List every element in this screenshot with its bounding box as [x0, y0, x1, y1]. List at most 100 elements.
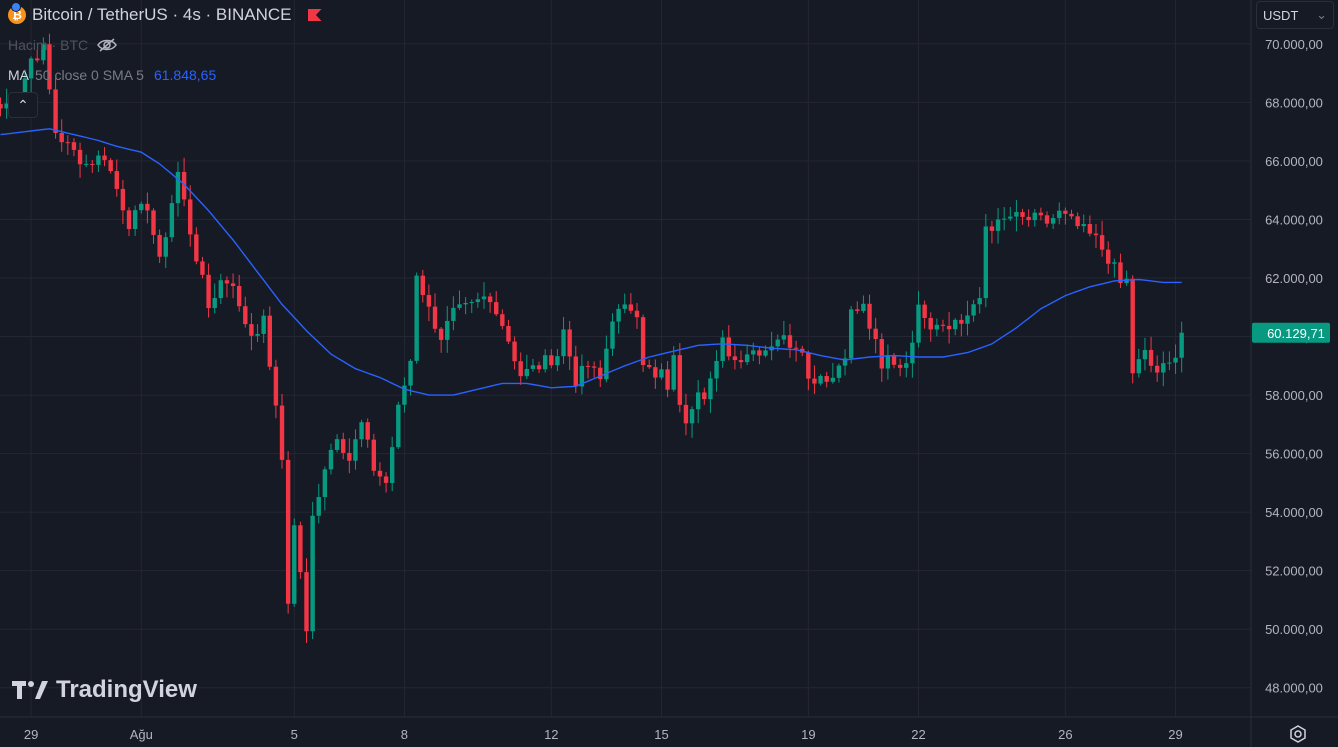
candle-body — [830, 377, 836, 382]
candle — [328, 443, 334, 475]
candle — [977, 287, 982, 314]
candle — [341, 432, 346, 460]
flag-icon[interactable] — [307, 9, 322, 21]
gear-icon — [1290, 725, 1306, 743]
price-tick-label: 48.000,00 — [1265, 681, 1323, 696]
candle — [438, 326, 444, 353]
candle-body — [1069, 213, 1074, 217]
candle — [310, 501, 315, 639]
candle-body — [689, 409, 695, 424]
candle-body — [347, 452, 352, 461]
candle — [353, 429, 358, 470]
candle-body — [181, 171, 187, 200]
ma-row[interactable]: MA 50 close 0 SMA 5 61.848,65 — [8, 66, 322, 84]
price-axis[interactable]: 48.000,00 50.000,00 52.000,00 54.000,00 56.0… — [1265, 37, 1323, 696]
candle — [561, 316, 566, 364]
candle — [934, 318, 940, 337]
candle-body — [494, 302, 499, 315]
candle-body — [120, 188, 126, 211]
time-tick-label: 8 — [401, 727, 408, 742]
candle-body — [414, 275, 419, 361]
candle — [212, 283, 217, 314]
candle — [647, 359, 652, 369]
candle-body — [451, 307, 456, 321]
candle — [855, 301, 860, 314]
candle-body — [371, 439, 377, 471]
candle — [579, 354, 585, 395]
candle — [494, 291, 499, 317]
candle — [1038, 207, 1044, 221]
candle — [53, 77, 58, 139]
candle-body — [59, 132, 64, 143]
candle-body — [1167, 362, 1172, 364]
candle — [108, 157, 113, 174]
candle-body — [738, 360, 744, 363]
candle-body — [677, 355, 683, 405]
candle — [836, 363, 842, 383]
candle-body — [53, 89, 58, 133]
candle-body — [879, 339, 884, 369]
candle-body — [585, 365, 591, 367]
candle — [726, 325, 731, 361]
candle-body — [671, 355, 676, 390]
candle — [396, 401, 401, 449]
candle — [610, 313, 615, 356]
time-axis[interactable]: 29 Ağu 5 8 12 15 19 22 26 29 — [24, 727, 1183, 742]
candle-body — [628, 304, 634, 311]
candle — [1020, 208, 1025, 225]
candle-body — [71, 142, 77, 150]
candle — [102, 147, 107, 167]
candle-body — [298, 525, 303, 573]
candle-body — [1099, 235, 1105, 250]
candle — [812, 365, 817, 394]
candle-body — [212, 298, 217, 309]
candle-body — [891, 355, 897, 365]
candle-body — [114, 171, 119, 189]
candle — [573, 345, 578, 393]
candle — [420, 269, 425, 303]
candle — [995, 207, 1001, 244]
chart-legend: ₿ Bitcoin / TetherUS · 4s · BINANCE Haci… — [8, 2, 322, 84]
candle-body — [573, 356, 578, 387]
tradingview-logo[interactable]: TradingView — [10, 676, 197, 704]
candle — [120, 179, 126, 224]
symbol-title[interactable]: Bitcoin / TetherUS · 4s · BINANCE — [32, 5, 292, 24]
candle — [616, 304, 621, 334]
price-tick-label: 56.000,00 — [1265, 447, 1323, 462]
candle-body — [1063, 210, 1068, 214]
candle-body — [4, 103, 9, 109]
candle — [1075, 212, 1080, 230]
candle-body — [200, 261, 205, 275]
candle-body — [438, 328, 444, 340]
candle — [1136, 348, 1142, 378]
candle-body — [934, 324, 940, 330]
candle-body — [90, 163, 95, 165]
candle — [481, 282, 487, 309]
last-price-value: 60.129,71 — [1267, 326, 1325, 341]
symbol-row[interactable]: ₿ Bitcoin / TetherUS · 4s · BINANCE — [8, 2, 322, 26]
candle — [469, 299, 474, 314]
candle-body — [897, 364, 903, 368]
eye-hidden-icon[interactable] — [96, 37, 118, 53]
currency-select[interactable]: USDT ⌄ — [1256, 1, 1334, 29]
candle-body — [634, 310, 640, 318]
candle — [946, 311, 952, 344]
candle — [132, 205, 138, 236]
settings-button[interactable] — [1284, 722, 1312, 746]
candle — [500, 309, 505, 330]
candle — [1069, 209, 1074, 220]
candle-body — [714, 360, 719, 379]
candle — [671, 346, 676, 392]
candle-body — [1050, 218, 1056, 224]
candle — [359, 419, 364, 448]
candle — [689, 406, 695, 438]
exchange-badge-icon — [11, 2, 21, 12]
candle-body — [469, 302, 474, 304]
collapse-legend-button[interactable]: ⌃ — [8, 92, 38, 118]
candle — [0, 97, 3, 117]
candle-body — [842, 358, 848, 366]
candle — [1081, 214, 1086, 233]
candle — [371, 433, 377, 476]
candle — [518, 352, 523, 385]
